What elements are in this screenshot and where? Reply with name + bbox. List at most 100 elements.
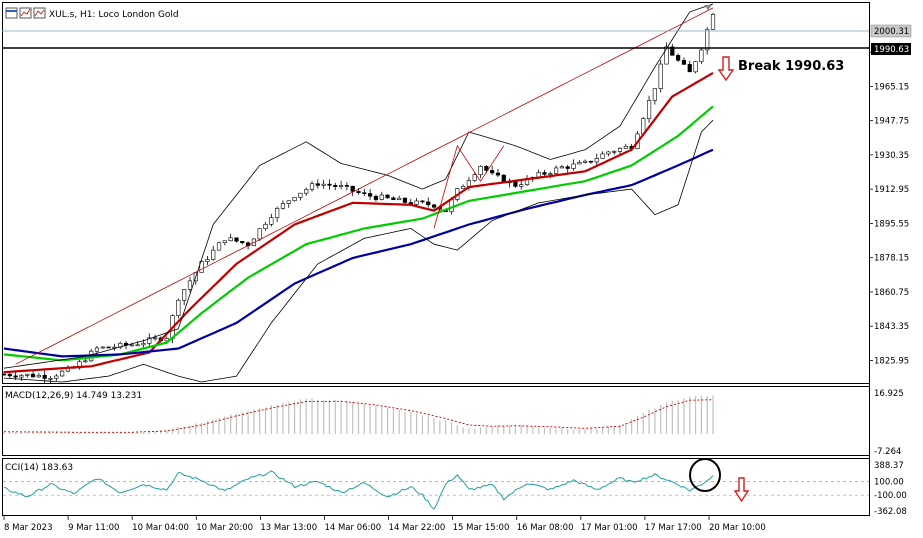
candle (36, 372, 41, 378)
candle (25, 373, 30, 378)
break-down-arrow-icon (717, 56, 735, 82)
candle (431, 204, 437, 210)
candle (42, 370, 47, 384)
price-y-tick: 1860.75 (874, 288, 909, 298)
candle (699, 48, 704, 65)
price-y-tick: 1895.55 (874, 219, 909, 229)
bollinger-lower-line (3, 119, 714, 383)
candle (147, 333, 152, 348)
current-price-badge-text: 2000.31 (874, 27, 909, 37)
candle (129, 342, 134, 347)
break-annotation: Break 1990.63 (738, 59, 844, 74)
candle (658, 59, 663, 93)
x-tick: 10 Mar 20:00 (196, 523, 253, 533)
zigzag-line (433, 144, 505, 229)
x-tick: 14 Mar 22:00 (389, 523, 446, 533)
cci-y-tick: 388.37 (874, 461, 904, 471)
ma-line (3, 71, 714, 374)
candle (606, 151, 611, 157)
macd-y-tick: -7.264 (874, 447, 901, 457)
candle (646, 95, 652, 123)
price-y-tick: 1878.15 (874, 254, 909, 264)
candle (344, 182, 349, 191)
cci-y-tick: -362.08 (874, 507, 907, 517)
x-tick: 16 Mar 08:00 (517, 523, 574, 533)
candle (670, 43, 675, 56)
candle (617, 147, 623, 155)
candle (571, 159, 576, 171)
candle (600, 151, 605, 159)
candle (187, 276, 193, 293)
candle (327, 179, 332, 190)
candle (309, 181, 315, 192)
candle (228, 233, 233, 242)
candle (176, 298, 181, 319)
cci-highlight-circle (689, 458, 721, 492)
window-icon[interactable] (5, 7, 18, 19)
x-tick: 9 Mar 11:00 (68, 523, 119, 533)
chart-settings-icon[interactable] (33, 7, 46, 19)
macd-signal-line (3, 399, 714, 433)
x-tick: 14 Mar 06:00 (324, 523, 381, 533)
price-y-tick: 1947.75 (874, 117, 909, 127)
time-marker-icon (704, 5, 712, 10)
candle (490, 165, 495, 175)
candle (77, 359, 82, 370)
candle (414, 197, 419, 207)
candle (362, 188, 367, 196)
candle (519, 180, 524, 190)
cci-down-arrow-icon (733, 477, 750, 503)
candle (426, 197, 431, 208)
candle (199, 260, 204, 273)
cci-panel: CCI(14) 183.63 (3, 463, 869, 510)
axes: 1982.551965.151947.751930.351912.951895.… (3, 48, 909, 533)
candle (368, 189, 373, 200)
cci-y-tick: 100.00 (874, 478, 904, 488)
level-price-badge: 1990.63 (871, 43, 911, 55)
level-price-badge-text: 1990.63 (874, 45, 909, 55)
candle (472, 171, 477, 182)
candle (664, 42, 669, 65)
x-tick: 20 Mar 10:00 (709, 523, 766, 533)
chart-icon[interactable] (19, 7, 32, 19)
candle (257, 228, 262, 241)
price-y-tick: 1825.95 (874, 356, 909, 366)
candle (478, 165, 483, 179)
candle (693, 61, 698, 74)
candle (211, 245, 216, 261)
candle (30, 370, 36, 378)
candle (623, 143, 628, 149)
cci-y-tick: -100.00 (874, 491, 907, 501)
candle (687, 60, 692, 73)
cci-title: CCI(14) 183.63 (5, 463, 73, 473)
candle (391, 196, 396, 201)
candle (385, 194, 390, 199)
candle (234, 237, 239, 243)
candle (379, 191, 384, 201)
price-panel (1, 3, 716, 384)
candle (7, 372, 12, 379)
candle (269, 213, 274, 227)
candle (612, 150, 617, 155)
candle (577, 160, 582, 165)
candle (315, 179, 320, 189)
candle (292, 197, 297, 202)
x-tick: 17 Mar 17:00 (645, 523, 702, 533)
macd-panel: MACD(12,26,9) 14.749 13.231 (3, 391, 714, 435)
candle (275, 206, 280, 223)
x-tick: 13 Mar 13:00 (260, 523, 317, 533)
bollinger-upper-line (3, 3, 714, 369)
candle (48, 376, 53, 384)
candle (321, 179, 326, 189)
candle (338, 180, 344, 190)
candle (420, 200, 425, 204)
candle (681, 57, 687, 66)
price-y-tick: 1965.15 (874, 82, 909, 92)
candle (263, 221, 268, 231)
candle (240, 240, 245, 245)
candle (333, 182, 338, 191)
candle (205, 256, 210, 265)
candle (152, 334, 158, 341)
